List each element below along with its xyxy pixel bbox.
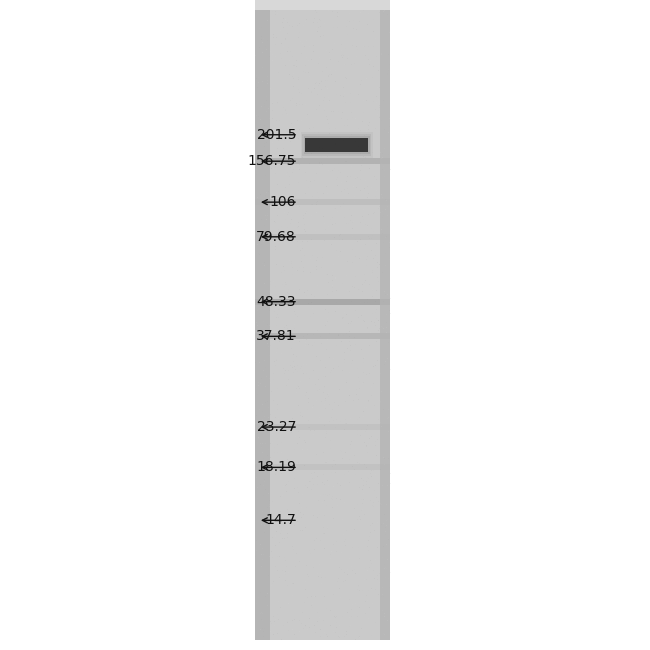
Bar bbox=[255, 0, 390, 10]
Bar bbox=[380, 10, 390, 640]
Text: 23.27: 23.27 bbox=[257, 420, 296, 434]
Bar bbox=[255, 234, 390, 240]
Bar bbox=[255, 424, 390, 430]
Bar bbox=[255, 10, 270, 640]
Bar bbox=[255, 299, 390, 305]
Bar bbox=[270, 333, 380, 339]
Bar bbox=[270, 424, 380, 430]
Bar bbox=[270, 158, 380, 164]
Text: 37.81: 37.81 bbox=[256, 330, 296, 343]
Bar bbox=[300, 132, 372, 158]
Bar bbox=[255, 199, 390, 205]
Bar bbox=[390, 0, 650, 650]
Bar bbox=[255, 158, 390, 164]
Bar bbox=[255, 333, 390, 339]
Bar bbox=[270, 464, 380, 471]
Text: 106: 106 bbox=[270, 195, 296, 209]
Bar bbox=[270, 234, 380, 240]
Bar bbox=[270, 199, 380, 205]
Bar bbox=[0, 0, 255, 650]
Bar bbox=[255, 464, 390, 471]
Bar bbox=[270, 299, 380, 305]
Bar bbox=[305, 138, 368, 152]
Bar bbox=[302, 134, 371, 156]
Text: 201.5: 201.5 bbox=[257, 128, 296, 142]
Text: 79.68: 79.68 bbox=[256, 230, 296, 244]
Text: 18.19: 18.19 bbox=[256, 460, 296, 474]
Bar bbox=[305, 138, 368, 152]
Bar bbox=[304, 136, 369, 154]
Bar bbox=[255, 10, 390, 640]
Text: 48.33: 48.33 bbox=[257, 294, 296, 309]
Text: 14.7: 14.7 bbox=[265, 514, 296, 527]
Text: 156.75: 156.75 bbox=[248, 154, 296, 168]
Bar bbox=[270, 10, 380, 640]
